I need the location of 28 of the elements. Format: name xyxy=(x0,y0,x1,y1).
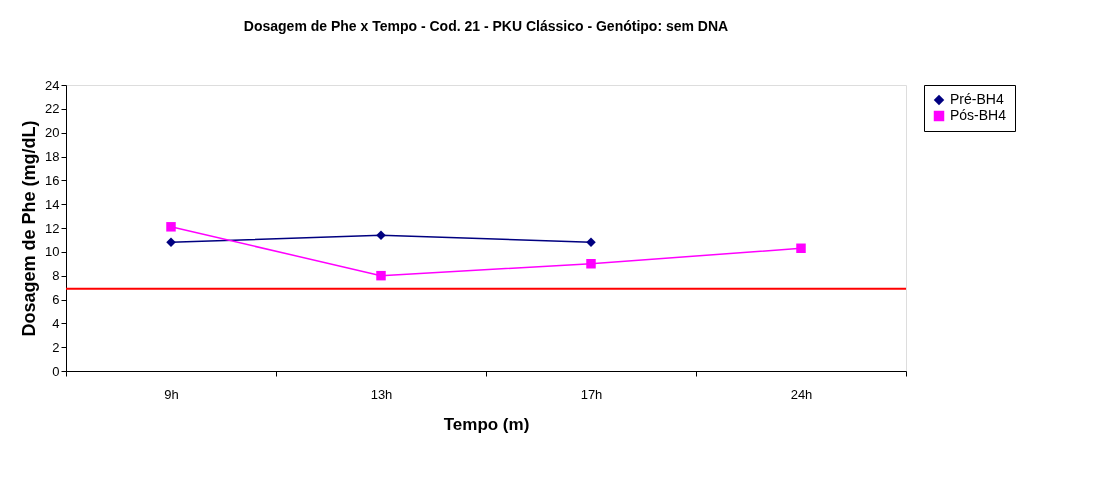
point xyxy=(586,259,596,269)
point xyxy=(586,237,596,248)
y-tick-label: 18 xyxy=(45,149,60,164)
y-tick-label: 4 xyxy=(52,315,60,331)
y-tick-label: 10 xyxy=(45,244,60,260)
y-tick-label: 20 xyxy=(45,125,60,141)
x-tick-label: 13h xyxy=(370,386,393,402)
point xyxy=(166,237,176,248)
y-tick-label: 2 xyxy=(52,339,60,355)
x-tick-label: 17h xyxy=(580,386,603,402)
x-tick-label: 9h xyxy=(164,386,179,402)
y-tick-label: 14 xyxy=(45,196,60,212)
legend-label: Pré-BH4 xyxy=(950,91,1004,107)
point xyxy=(376,270,386,281)
y-tick-label: 22 xyxy=(45,101,60,117)
y-axis-title: Dosagem de Phe (mg/dL) xyxy=(19,120,40,337)
point xyxy=(796,243,806,253)
legend-label: Pós-BH4 xyxy=(950,107,1007,123)
y-tick-label: 16 xyxy=(45,172,60,188)
y-tick-label: 8 xyxy=(52,268,60,284)
x-axis-title: Tempo (m) xyxy=(443,414,530,434)
y-tick-label: 6 xyxy=(52,292,60,307)
chart-title: Dosagem de Phe x Tempo - Cod. 21 - PKU Clássico - Genótipo: sem DNA xyxy=(243,18,729,34)
y-tick-label: 12 xyxy=(45,220,60,236)
y-tick-label: 24 xyxy=(45,77,60,93)
x-tick-label: 24h xyxy=(790,386,813,402)
y-tick-label: 0 xyxy=(52,363,60,379)
point xyxy=(166,222,176,232)
